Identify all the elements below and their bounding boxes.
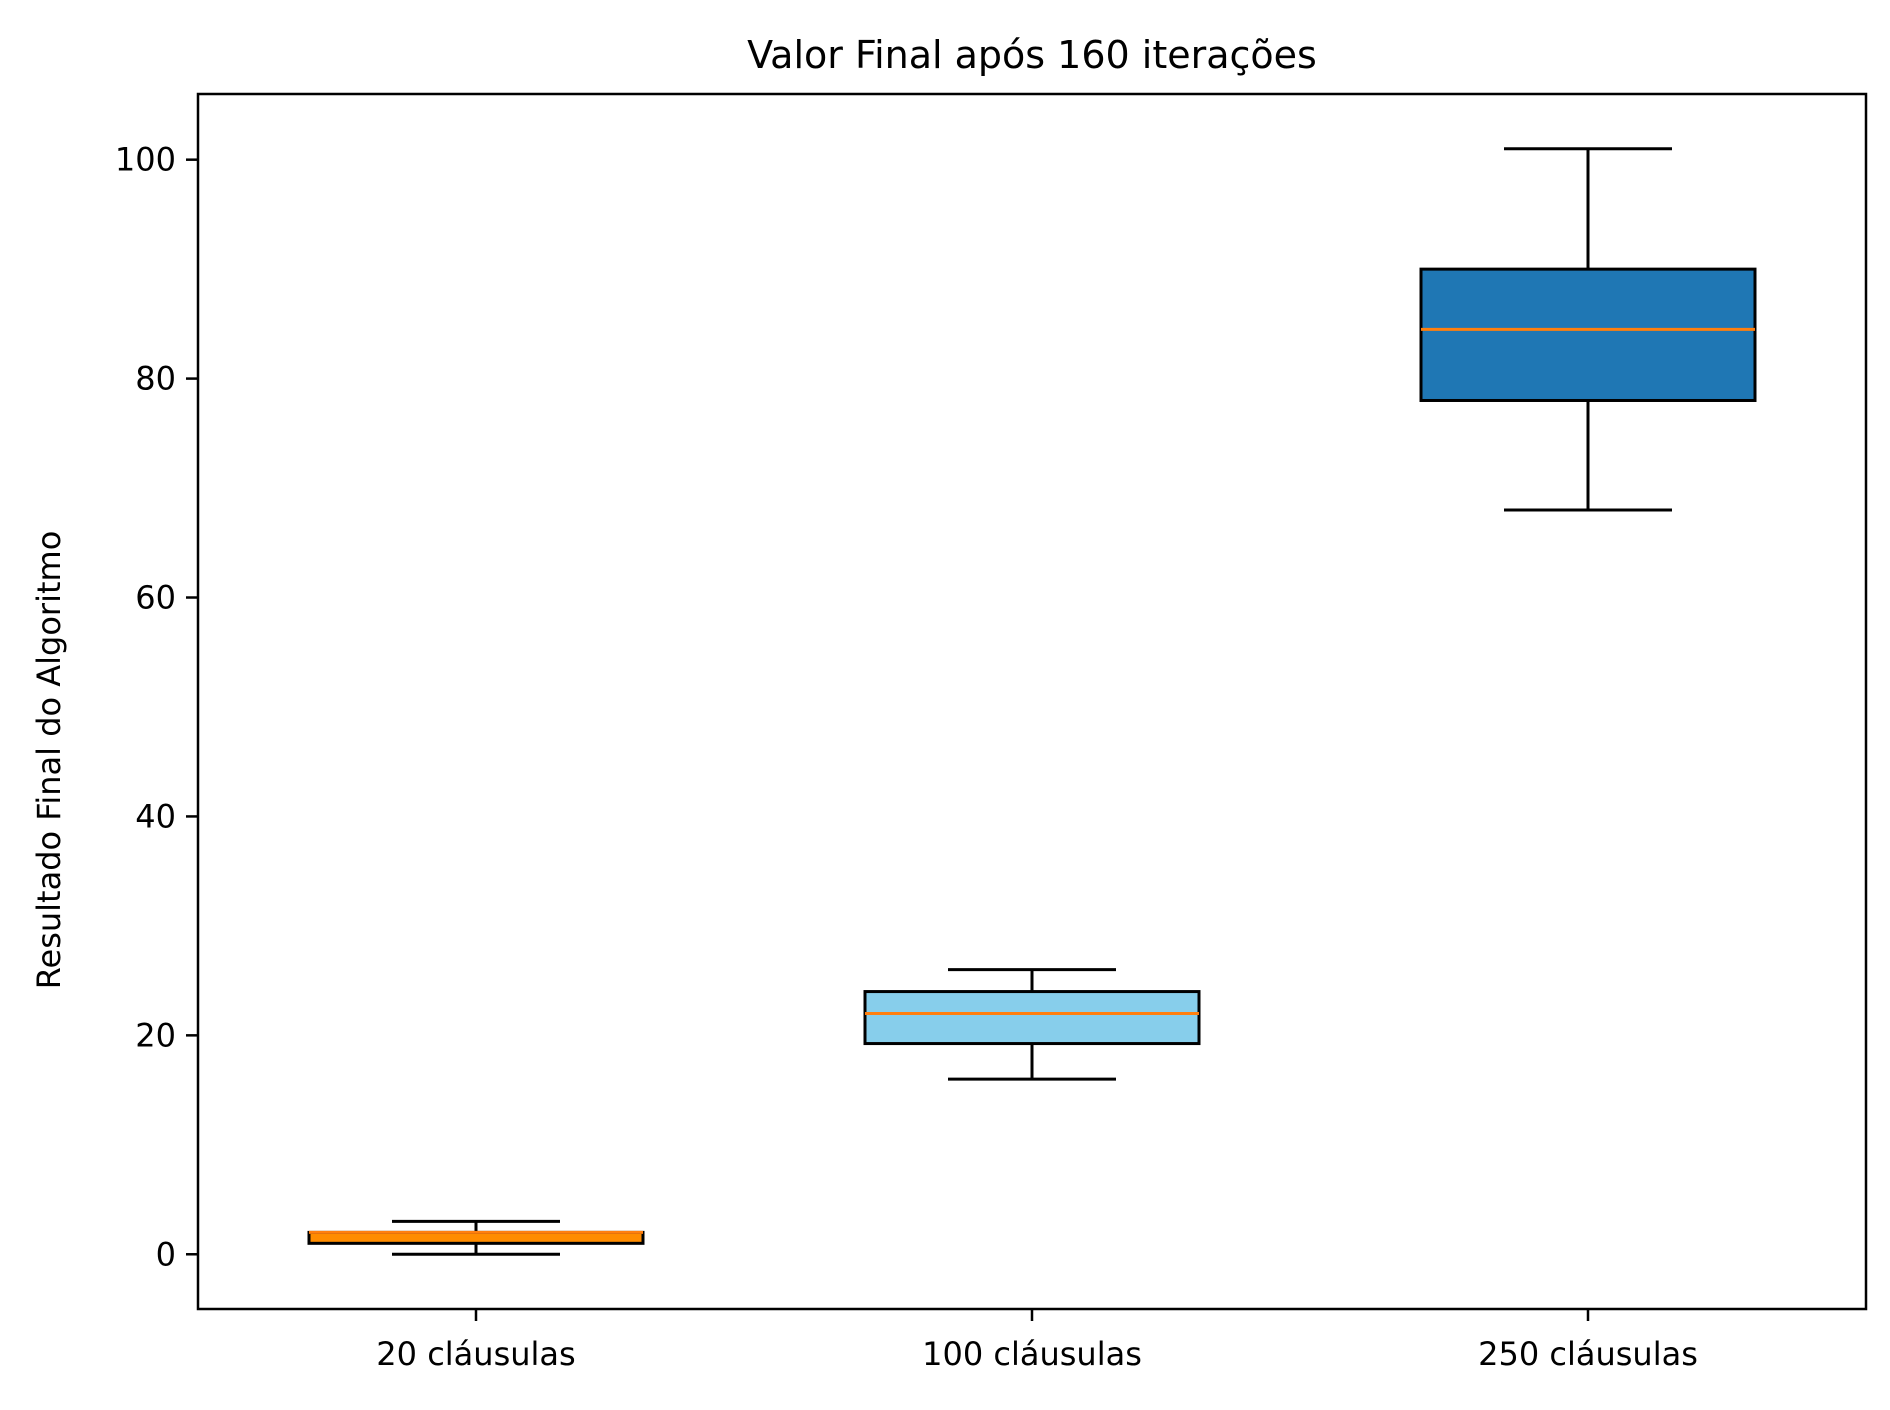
y-axis-label: Resultado Final do Algoritmo — [30, 531, 68, 990]
y-tick-label: 40 — [135, 797, 176, 835]
box-3 — [1419, 267, 1757, 402]
chart-title: Valor Final após 160 iterações — [747, 33, 1317, 77]
x-tick-label: 100 cláusulas — [922, 1335, 1142, 1373]
x-tick-label: 20 cláusulas — [376, 1335, 575, 1373]
y-tick-label: 20 — [135, 1016, 176, 1054]
box-1 — [307, 1230, 645, 1245]
plot-area: 0 20 40 60 80 100 20 cláusulas 100 cláusulas 250… — [115, 92, 1868, 1373]
y-tick-label: 100 — [115, 141, 176, 179]
y-tick-label: 60 — [135, 579, 176, 617]
y-tick-label: 0 — [156, 1235, 176, 1273]
x-tick-label: 250 cláusulas — [1478, 1335, 1698, 1373]
box-2 — [863, 990, 1201, 1046]
y-tick-label: 80 — [135, 360, 176, 398]
